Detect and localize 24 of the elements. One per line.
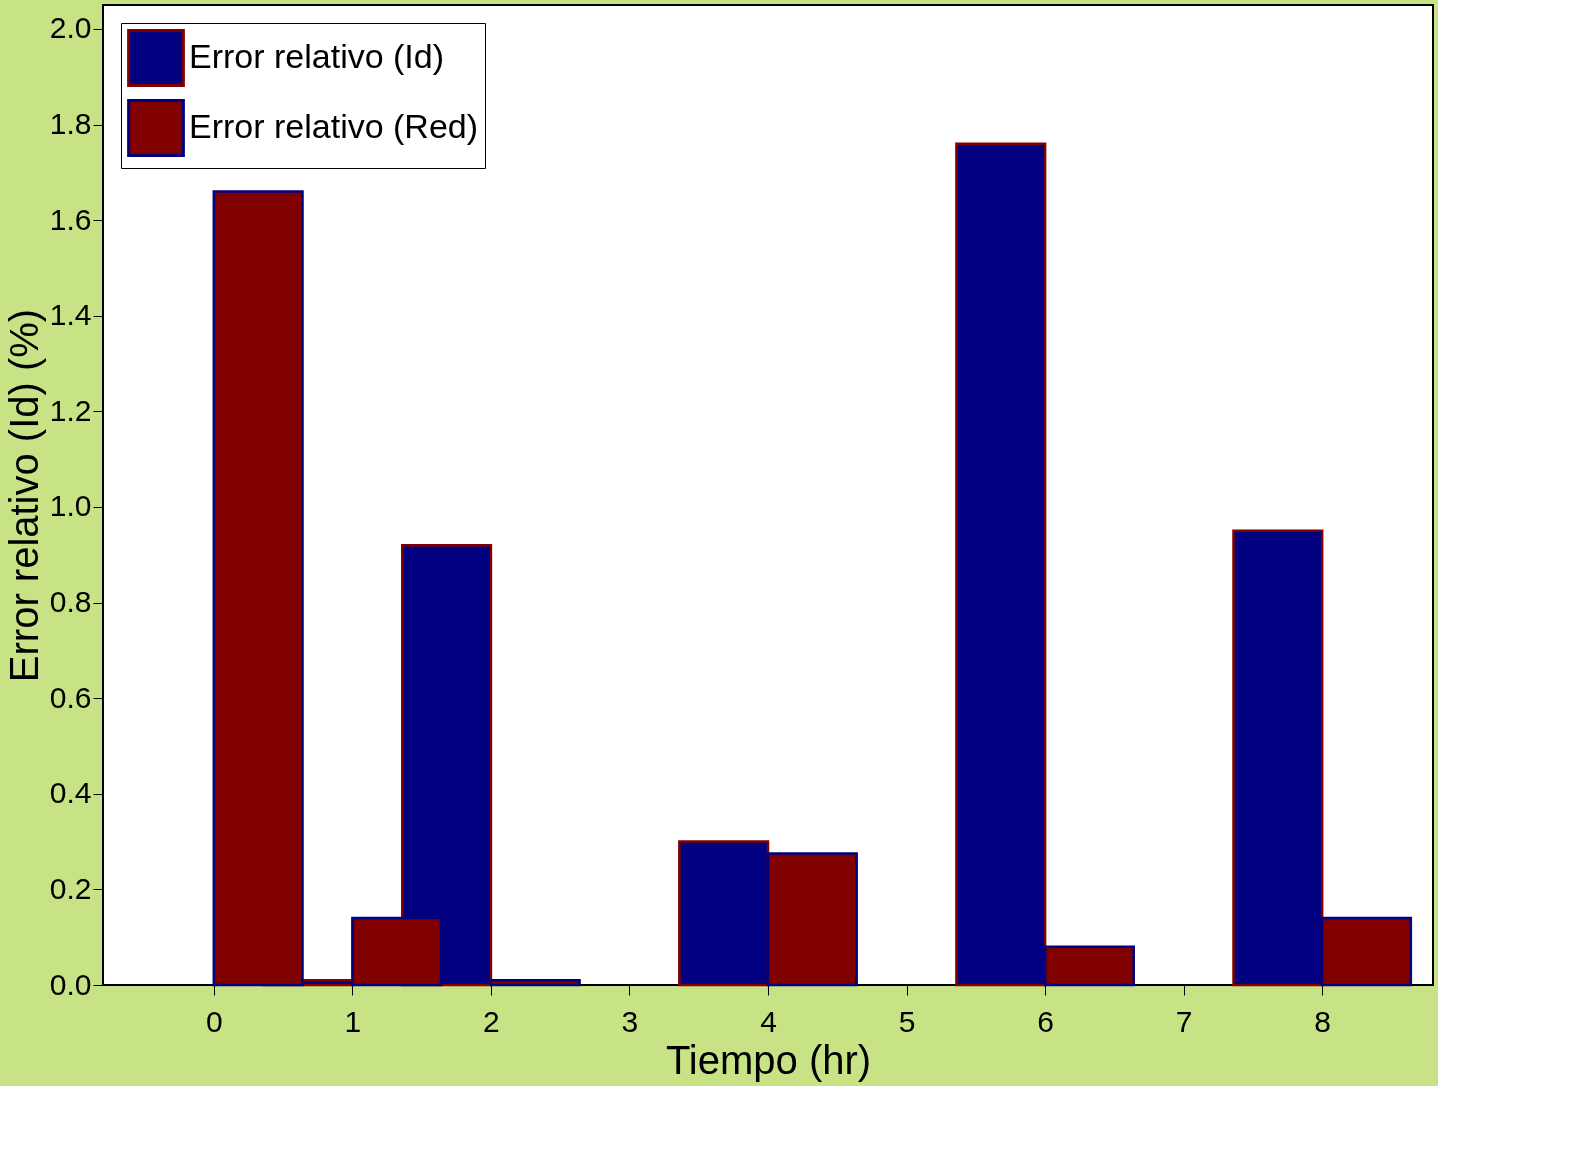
y-tick-label: 0.4	[49, 776, 92, 810]
x-tick-label: 4	[760, 1004, 777, 1038]
x-axis-title: Tiempo (hr)	[665, 1037, 872, 1082]
legend-label: Error relativo (Red)	[189, 107, 479, 145]
x-tick-label: 8	[1314, 1004, 1332, 1038]
y-tick-label: 1.4	[49, 298, 92, 332]
y-tick-label: 1.0	[49, 489, 92, 523]
y-axis-title: Error relativo (Id) (%)	[1, 308, 46, 683]
legend-label: Error relativo (Id)	[189, 37, 445, 75]
y-tick-label: 0.8	[49, 585, 92, 619]
y-tick-label: 1.8	[49, 107, 92, 141]
y-tick-label: 0.6	[49, 680, 92, 714]
y-tick-label: 0.2	[49, 871, 92, 905]
y-tick-label: 1.6	[49, 202, 92, 236]
y-tick-label: 0.0	[49, 967, 92, 1001]
x-tick-label: 0	[205, 1004, 223, 1038]
x-tick-label: 2	[483, 1004, 500, 1038]
x-tick-label: 7	[1175, 1004, 1193, 1038]
y-tick-label: 2.0	[49, 11, 92, 45]
x-tick-label: 5	[898, 1004, 916, 1038]
x-tick-label: 3	[621, 1004, 639, 1038]
x-tick-label: 6	[1037, 1004, 1054, 1038]
y-tick-label: 1.2	[49, 393, 92, 427]
x-tick-label: 1	[344, 1004, 362, 1038]
